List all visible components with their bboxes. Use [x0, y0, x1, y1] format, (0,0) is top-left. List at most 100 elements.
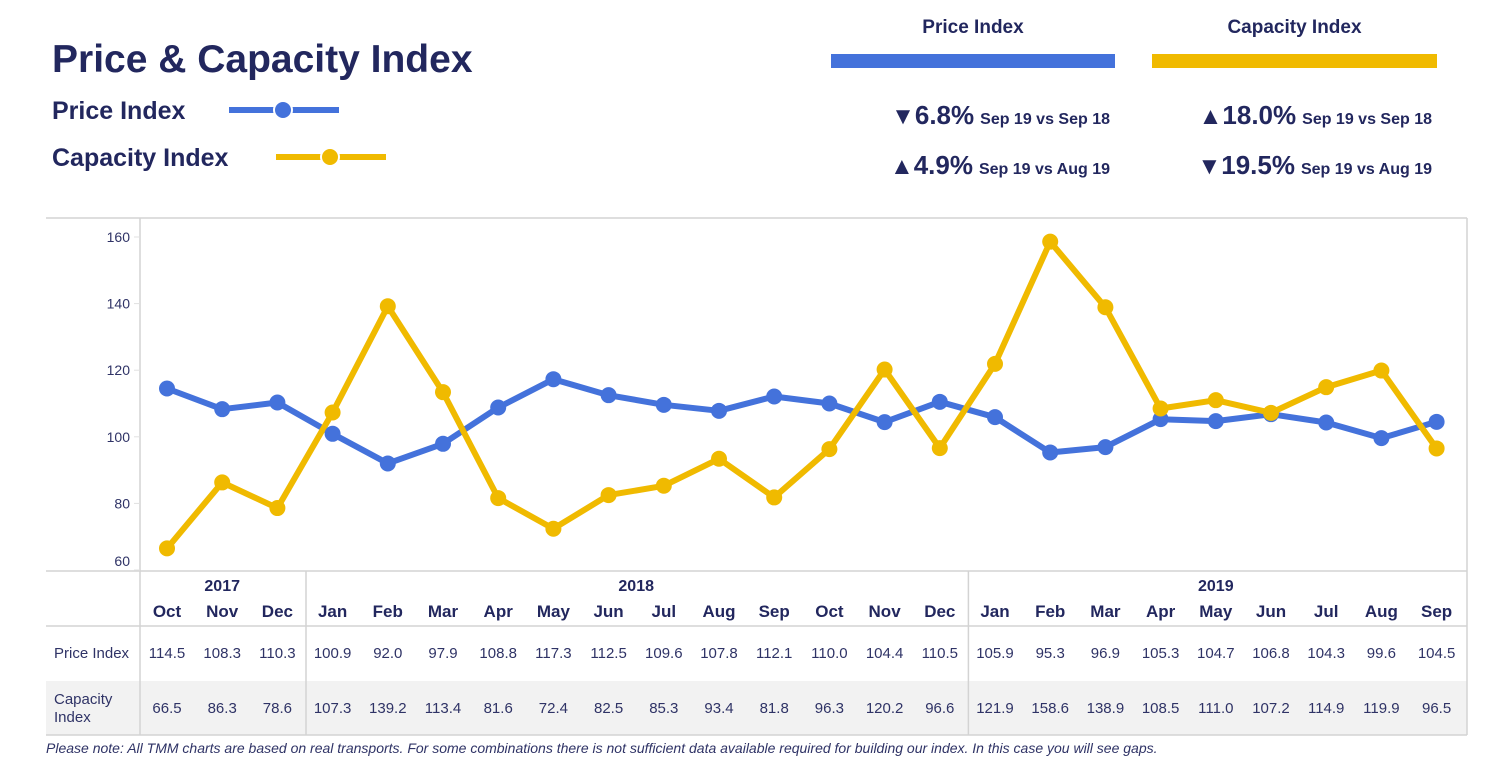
data-point-capacity[interactable]: [1042, 233, 1059, 250]
y-tick-label: 140: [107, 296, 131, 312]
kpi-price-yoy-comparison: Sep 19 vs Sep 18: [980, 111, 1110, 128]
data-point-price[interactable]: [435, 435, 451, 452]
data-point-price[interactable]: [1097, 439, 1114, 456]
x-tick-label: May: [537, 602, 571, 621]
data-point-capacity[interactable]: [1152, 400, 1169, 417]
legend-price-label: Price Index: [52, 97, 186, 125]
data-point-price[interactable]: [379, 455, 396, 472]
data-point-price[interactable]: [1318, 414, 1335, 431]
table-cell-capacity: 81.8: [760, 700, 789, 717]
data-point-capacity[interactable]: [379, 298, 396, 315]
x-tick-label: Jul: [1314, 602, 1339, 621]
row-label-capacity-line: Index: [54, 709, 91, 726]
row-label-capacity-line: Capacity: [54, 691, 113, 708]
data-point-capacity[interactable]: [931, 440, 948, 457]
table-cell-price: 114.5: [149, 645, 185, 662]
year-label: 2019: [1198, 578, 1234, 595]
table-cell-capacity: 138.9: [1087, 700, 1125, 717]
data-point-capacity[interactable]: [159, 540, 175, 557]
data-point-price[interactable]: [214, 401, 231, 418]
data-point-capacity[interactable]: [1373, 362, 1390, 379]
x-tick-label: Mar: [428, 602, 459, 621]
year-label: 2017: [204, 578, 240, 595]
x-tick-label: Oct: [153, 602, 182, 621]
kpi-price-color-bar: [831, 54, 1115, 68]
data-point-price[interactable]: [711, 402, 727, 419]
x-tick-label: Dec: [924, 602, 955, 621]
data-point-capacity[interactable]: [1263, 404, 1279, 421]
table-cell-capacity: 82.5: [594, 700, 623, 717]
data-point-capacity[interactable]: [600, 487, 617, 504]
table-cell-capacity: 66.5: [152, 700, 181, 717]
data-point-capacity[interactable]: [1207, 392, 1224, 409]
table-cell-price: 104.7: [1197, 645, 1235, 662]
data-point-price[interactable]: [987, 409, 1003, 426]
data-point-price[interactable]: [876, 414, 893, 431]
data-point-capacity[interactable]: [435, 384, 451, 401]
data-point-price[interactable]: [490, 399, 507, 416]
data-point-price[interactable]: [159, 380, 175, 397]
data-point-capacity[interactable]: [1428, 440, 1445, 457]
x-tick-label: Nov: [206, 602, 239, 621]
data-point-price[interactable]: [324, 425, 341, 442]
data-point-price[interactable]: [545, 371, 562, 388]
data-point-capacity[interactable]: [545, 520, 562, 537]
table-cell-capacity: 96.3: [815, 700, 844, 717]
table-cell-capacity: 86.3: [208, 700, 237, 717]
data-point-capacity[interactable]: [214, 474, 231, 491]
data-point-capacity[interactable]: [490, 490, 507, 507]
table-cell-capacity: 111.0: [1198, 700, 1233, 717]
kpi-price-row-yoy: ▼6.8% Sep 19 vs Sep 18: [831, 100, 1110, 131]
data-point-capacity[interactable]: [324, 404, 341, 421]
data-point-price[interactable]: [269, 394, 286, 411]
table-cell-capacity: 114.9: [1308, 700, 1344, 717]
kpi-price-title: Price Index: [922, 17, 1024, 38]
x-tick-label: Mar: [1090, 602, 1121, 621]
data-point-capacity[interactable]: [1097, 299, 1114, 316]
data-point-price[interactable]: [655, 396, 672, 413]
table-cell-capacity: 158.6: [1031, 700, 1069, 717]
data-point-price[interactable]: [1042, 444, 1059, 461]
arrow-up-icon: ▲: [1198, 103, 1223, 130]
data-point-price[interactable]: [1207, 413, 1224, 430]
data-point-capacity[interactable]: [987, 355, 1003, 372]
arrow-down-icon: ▼: [891, 103, 915, 130]
table-cell-price: 108.3: [203, 645, 241, 662]
data-point-price[interactable]: [600, 387, 617, 404]
x-tick-label: May: [1199, 602, 1233, 621]
row-label-price: Price Index: [54, 645, 130, 662]
x-tick-label: Sep: [1421, 602, 1452, 621]
data-point-capacity[interactable]: [821, 441, 838, 458]
x-tick-label: Feb: [1035, 602, 1065, 621]
data-point-capacity[interactable]: [269, 500, 286, 517]
data-point-price[interactable]: [766, 388, 783, 405]
table-cell-capacity: 108.5: [1142, 700, 1180, 717]
table-cell-capacity: 78.6: [263, 700, 292, 717]
data-point-price[interactable]: [1373, 430, 1390, 447]
kpi-capacity-mom-value: 19.5%: [1221, 150, 1295, 180]
data-point-price[interactable]: [1428, 413, 1445, 430]
kpi-price-yoy-value: 6.8%: [914, 100, 975, 130]
table-cell-capacity: 85.3: [649, 700, 678, 717]
table-cell-capacity: 107.3: [314, 700, 352, 717]
kpi-capacity-row-yoy: ▲18.0% Sep 19 vs Sep 18: [1152, 100, 1432, 131]
data-point-price[interactable]: [821, 395, 838, 412]
data-point-capacity[interactable]: [1318, 379, 1335, 396]
data-point-price[interactable]: [931, 393, 948, 410]
data-point-capacity[interactable]: [876, 361, 893, 378]
table-cell-capacity: 96.6: [925, 700, 954, 717]
data-point-capacity[interactable]: [711, 450, 727, 467]
table-cell-price: 96.9: [1091, 645, 1120, 662]
table-cell-capacity: 81.6: [484, 700, 513, 717]
table-cell-capacity: 120.2: [866, 700, 904, 717]
kpi-capacity-title: Capacity Index: [1227, 17, 1362, 38]
row-label-capacity: Capacity Index: [54, 691, 113, 726]
table-cell-price: 105.9: [976, 645, 1014, 662]
data-point-capacity[interactable]: [766, 489, 783, 506]
kpi-capacity-yoy-comparison: Sep 19 vs Sep 18: [1302, 111, 1432, 128]
data-point-capacity[interactable]: [655, 477, 672, 494]
table-cell-price: 110.3: [259, 645, 295, 662]
footnote: Please note: All TMM charts are based on…: [46, 740, 1158, 756]
capacity-row-background: [46, 681, 1467, 735]
